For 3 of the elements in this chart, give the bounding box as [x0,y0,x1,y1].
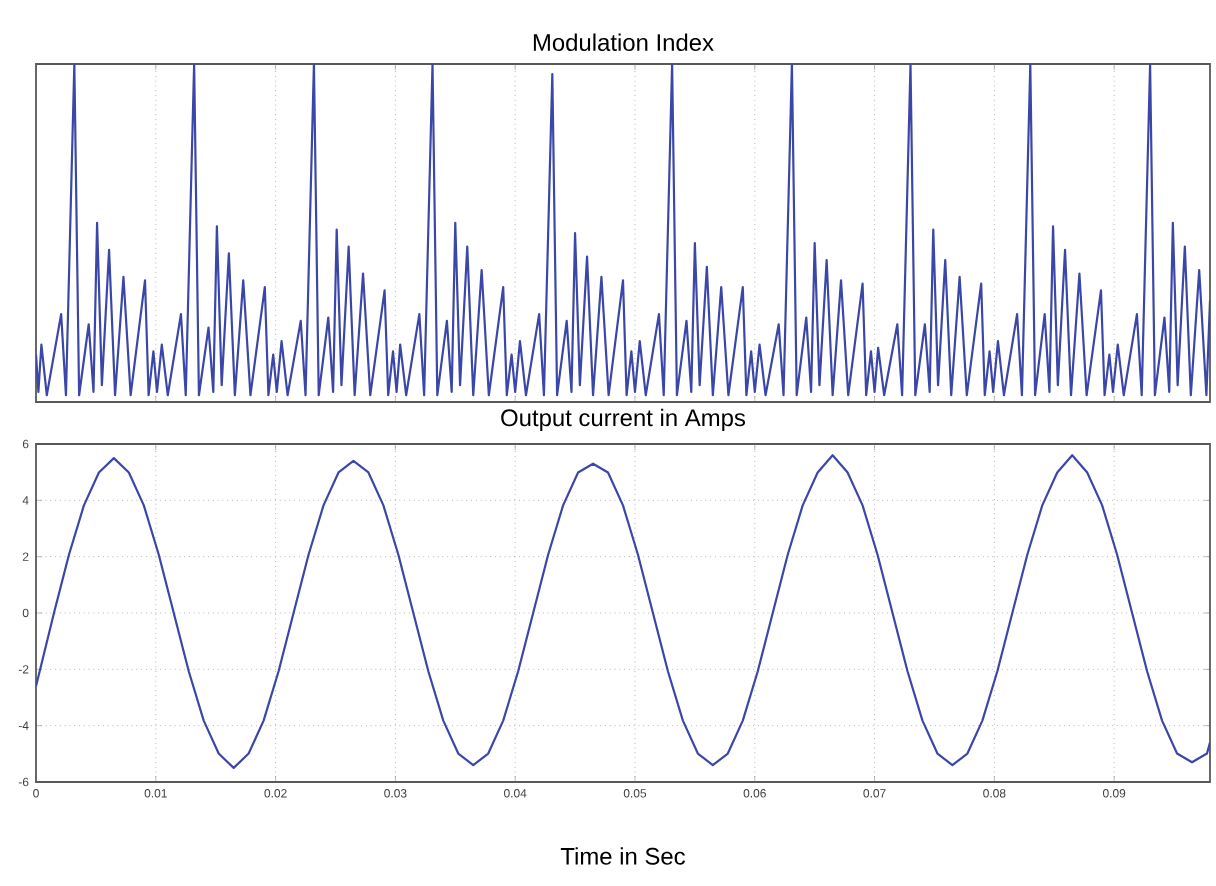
x-axis-title: Time in Sec [560,847,685,865]
chart-title: Output current in Amps [501,408,746,432]
chart-title: Modulation Index [533,33,714,51]
